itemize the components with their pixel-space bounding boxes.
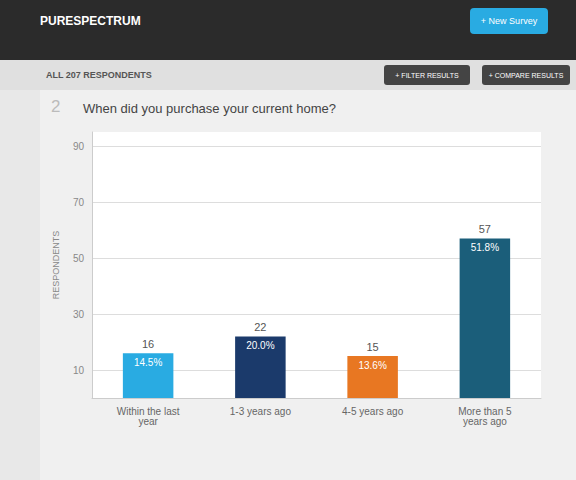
svg-text:70: 70 <box>73 197 85 208</box>
svg-text:51.8%: 51.8% <box>471 242 499 253</box>
svg-text:Within the last: Within the last <box>116 405 180 417</box>
svg-text:ALL 207 RESPONDENTS: ALL 207 RESPONDENTS <box>46 70 152 80</box>
svg-text:RESPONDENTS: RESPONDENTS <box>51 231 61 300</box>
svg-text:+ COMPARE RESULTS: + COMPARE RESULTS <box>489 72 564 79</box>
svg-text:14.5%: 14.5% <box>134 357 162 368</box>
svg-text:When did you purchase your cur: When did you purchase your current home? <box>83 101 336 116</box>
svg-text:year: year <box>138 416 158 427</box>
svg-text:13.6%: 13.6% <box>358 360 386 371</box>
svg-text:PURESPECTRUM: PURESPECTRUM <box>40 14 141 28</box>
svg-text:22: 22 <box>254 321 266 333</box>
svg-text:90: 90 <box>73 141 85 152</box>
svg-text:2: 2 <box>51 97 60 116</box>
svg-text:20.0%: 20.0% <box>246 340 274 351</box>
svg-text:years ago: years ago <box>463 416 507 427</box>
svg-text:4-5 years ago: 4-5 years ago <box>342 406 404 417</box>
svg-text:10: 10 <box>73 365 85 376</box>
svg-text:15: 15 <box>367 341 379 353</box>
svg-text:More than 5: More than 5 <box>458 405 512 417</box>
svg-text:30: 30 <box>73 309 85 320</box>
svg-text:+ FILTER RESULTS: + FILTER RESULTS <box>395 72 459 79</box>
svg-text:57: 57 <box>479 223 491 235</box>
svg-text:50: 50 <box>73 253 85 264</box>
svg-text:1-3 years ago: 1-3 years ago <box>230 406 292 417</box>
svg-text:16: 16 <box>142 338 154 350</box>
svg-text:+ New Survey: + New Survey <box>481 16 538 26</box>
